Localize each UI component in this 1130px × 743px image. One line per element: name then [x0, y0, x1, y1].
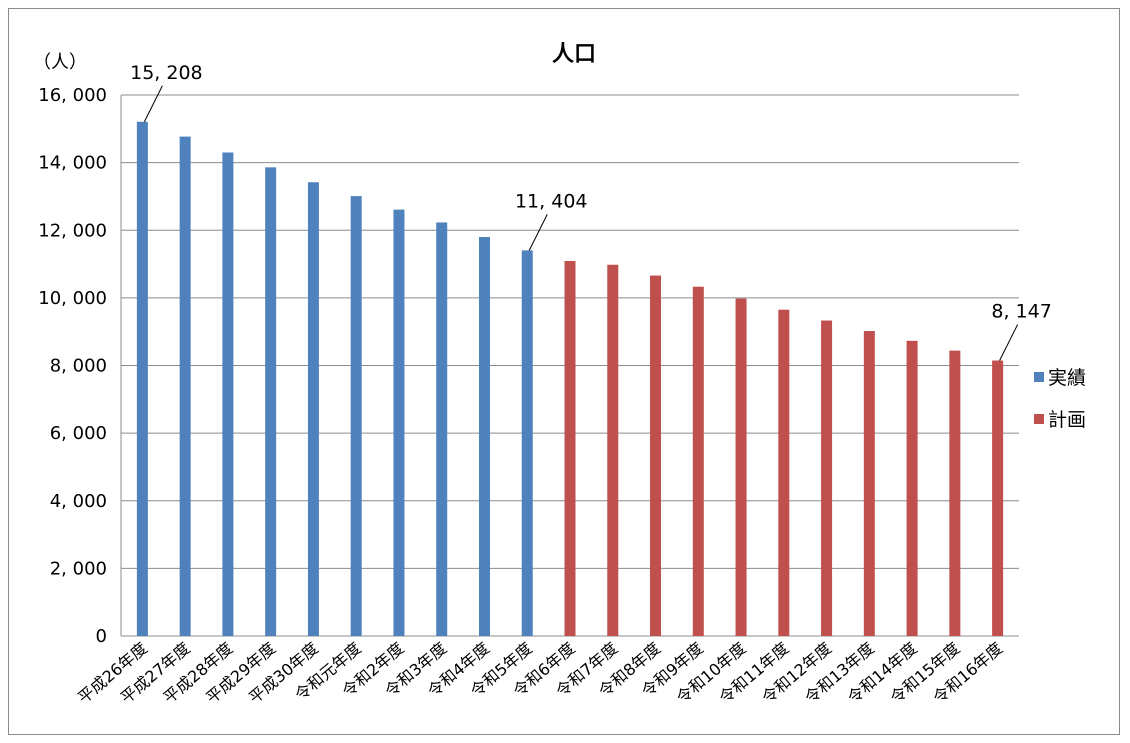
- y-tick-label: 12, 000: [38, 220, 107, 241]
- bar-令和4年度: [478, 237, 490, 636]
- legend-label: 実績: [1048, 367, 1086, 389]
- y-tick-label: 16, 000: [38, 85, 107, 106]
- legend-label: 計画: [1048, 409, 1086, 431]
- data-label: 15, 208: [130, 62, 203, 84]
- legend-swatch: [1034, 414, 1044, 424]
- bar-平成27年度: [179, 136, 191, 636]
- y-tick-label: 10, 000: [38, 288, 107, 309]
- bar-令和15年度: [949, 350, 961, 636]
- bar-平成29年度: [265, 167, 277, 636]
- y-tick-label: 14, 000: [38, 153, 107, 174]
- y-axis-ticks: 0 2, 000 4, 000 6, 000 8, 000 10, 000 12, 000 1…: [38, 85, 107, 647]
- bar-平成26年度: [136, 121, 148, 637]
- legend-swatch: [1034, 372, 1044, 382]
- data-labels: 15, 208 11, 404 8, 147: [130, 62, 1052, 361]
- y-tick-label: 4, 000: [50, 491, 107, 512]
- bar-令和10年度: [735, 298, 747, 636]
- bar-平成28年度: [222, 152, 234, 636]
- bar-令和11年度: [778, 309, 790, 636]
- y-tick-label: 2, 000: [50, 558, 107, 579]
- data-label: 8, 147: [991, 301, 1051, 323]
- y-tick-label: 8, 000: [50, 356, 107, 377]
- chart-title: 人口: [552, 42, 596, 67]
- population-bar-chart: 人口 （人） 0 2, 000 4, 000 6, 000 8, 000 10, 000 1…: [33, 42, 1086, 708]
- bar-令和7年度: [607, 264, 619, 636]
- bar-令和12年度: [821, 320, 833, 636]
- bar-令和6年度: [564, 261, 576, 636]
- y-axis-unit-label: （人）: [33, 52, 87, 73]
- data-label-leader: [143, 85, 163, 123]
- bar-令和16年度: [992, 360, 1004, 636]
- bar-令和3年度: [436, 222, 448, 636]
- bar-令和8年度: [650, 275, 662, 636]
- bars: [136, 121, 1004, 637]
- data-label-leader: [999, 324, 1019, 361]
- y-tick-label: 0: [96, 626, 107, 647]
- bar-令和元年度: [350, 196, 362, 637]
- bar-令和14年度: [906, 340, 918, 636]
- bar-令和9年度: [692, 286, 704, 636]
- y-tick-label: 6, 000: [50, 423, 107, 444]
- bar-平成30年度: [307, 182, 319, 636]
- chart-frame: 人口 （人） 0 2, 000 4, 000 6, 000 8, 000 10, 000 1…: [8, 8, 1120, 735]
- bar-令和2年度: [393, 209, 405, 636]
- data-label-leader: [528, 214, 548, 251]
- x-axis-ticks: 平成26年度平成27年度平成28年度平成29年度平成30年度令和元年度令和2年度…: [74, 639, 1006, 708]
- data-label: 11, 404: [515, 190, 588, 212]
- bar-令和13年度: [863, 331, 875, 636]
- bar-令和5年度: [521, 250, 533, 636]
